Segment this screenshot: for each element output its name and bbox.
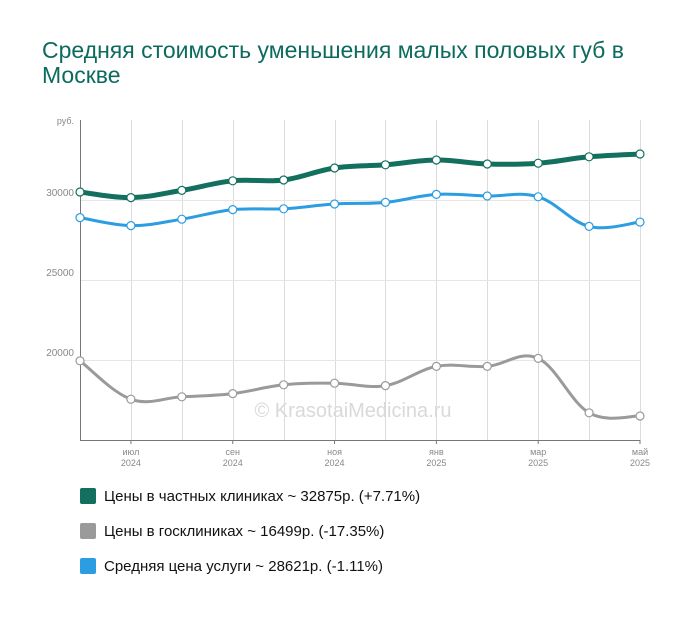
data-point-series-1 bbox=[482, 159, 492, 169]
data-point-series-3 bbox=[279, 204, 289, 214]
chart-axes: руб.200002500030000июл2024сен2024ноя2024… bbox=[46, 116, 650, 468]
data-point-series-3 bbox=[329, 199, 340, 209]
x-tick-label-month: мар bbox=[530, 447, 546, 457]
chart-grid bbox=[80, 120, 641, 440]
series-line-1 bbox=[77, 151, 643, 201]
data-point-series-1 bbox=[279, 175, 289, 185]
data-point-series-3 bbox=[380, 197, 391, 207]
chart-points bbox=[75, 149, 645, 421]
data-point-series-3 bbox=[533, 192, 543, 202]
data-point-series-3 bbox=[126, 221, 136, 231]
data-point-series-1 bbox=[380, 160, 391, 170]
chart-title: Средняя стоимость уменьшения малых полов… bbox=[42, 37, 624, 88]
series-line-2 bbox=[78, 354, 642, 420]
x-tick-label-year: 2025 bbox=[528, 458, 548, 468]
legend-label-public: Цены в госклиниках ~ 16499р. (-17.35%) bbox=[104, 522, 385, 540]
legend-swatch-average bbox=[80, 558, 96, 574]
x-tick-label-year: 2024 bbox=[223, 458, 243, 468]
data-point-series-3 bbox=[431, 189, 441, 199]
data-point-series-2 bbox=[635, 411, 645, 421]
data-point-series-2 bbox=[75, 356, 85, 366]
legend-item-private: Цены в частных клиниках ~ 32875р. (+7.71… bbox=[80, 486, 420, 506]
data-point-series-2 bbox=[126, 394, 136, 404]
y-tick-label: 25000 bbox=[46, 268, 74, 279]
data-point-series-2 bbox=[584, 408, 594, 418]
data-point-series-2 bbox=[228, 389, 238, 399]
data-point-series-1 bbox=[228, 176, 238, 186]
y-tick-label: 30000 bbox=[46, 188, 74, 199]
data-point-series-3 bbox=[635, 217, 645, 227]
legend-item-average: Средняя цена услуги ~ 28621р. (-1.11%) bbox=[80, 556, 420, 576]
chart-series bbox=[77, 151, 643, 420]
series-line-3 bbox=[78, 192, 642, 230]
legend-label-average: Средняя цена услуги ~ 28621р. (-1.11%) bbox=[104, 557, 384, 575]
x-tick-label-month: ноя bbox=[327, 447, 342, 457]
legend-item-public: Цены в госклиниках ~ 16499р. (-17.35%) bbox=[80, 521, 420, 541]
data-point-series-3 bbox=[177, 214, 187, 224]
data-point-series-1 bbox=[126, 193, 136, 203]
x-tick-label-year: 2024 bbox=[121, 458, 141, 468]
chart-legend: Цены в частных клиниках ~ 32875р. (+7.71… bbox=[80, 486, 420, 591]
data-point-series-1 bbox=[177, 185, 187, 195]
data-point-series-2 bbox=[431, 361, 441, 371]
data-point-series-2 bbox=[329, 378, 340, 388]
y-axis-unit-label: руб. bbox=[57, 116, 74, 126]
data-point-series-1 bbox=[635, 149, 645, 159]
data-point-series-1 bbox=[533, 158, 543, 168]
x-tick-label-year: 2025 bbox=[630, 458, 650, 468]
x-tick-label-year: 2025 bbox=[426, 458, 446, 468]
data-point-series-2 bbox=[177, 392, 187, 402]
data-point-series-2 bbox=[533, 353, 543, 363]
data-point-series-1 bbox=[75, 187, 85, 197]
x-tick-label-month: июл bbox=[122, 447, 139, 457]
data-point-series-2 bbox=[279, 380, 289, 390]
x-tick-label-month: сен bbox=[225, 447, 240, 457]
data-point-series-3 bbox=[228, 205, 238, 215]
data-point-series-2 bbox=[380, 381, 391, 391]
watermark: © KrasotaiMedicina.ru bbox=[254, 400, 451, 422]
x-tick-label-year: 2024 bbox=[325, 458, 345, 468]
data-point-series-3 bbox=[75, 213, 85, 223]
x-tick-label-month: май bbox=[632, 447, 648, 457]
data-point-series-3 bbox=[482, 191, 492, 201]
data-point-series-2 bbox=[482, 361, 492, 371]
x-tick-label-month: янв bbox=[429, 447, 444, 457]
y-tick-label: 20000 bbox=[46, 348, 74, 359]
legend-label-private: Цены в частных клиниках ~ 32875р. (+7.71… bbox=[104, 487, 421, 505]
data-point-series-3 bbox=[584, 221, 594, 231]
legend-swatch-public bbox=[80, 523, 96, 539]
legend-swatch-private bbox=[80, 488, 96, 504]
data-point-series-1 bbox=[329, 163, 340, 173]
data-point-series-1 bbox=[431, 155, 441, 165]
data-point-series-1 bbox=[584, 152, 594, 162]
